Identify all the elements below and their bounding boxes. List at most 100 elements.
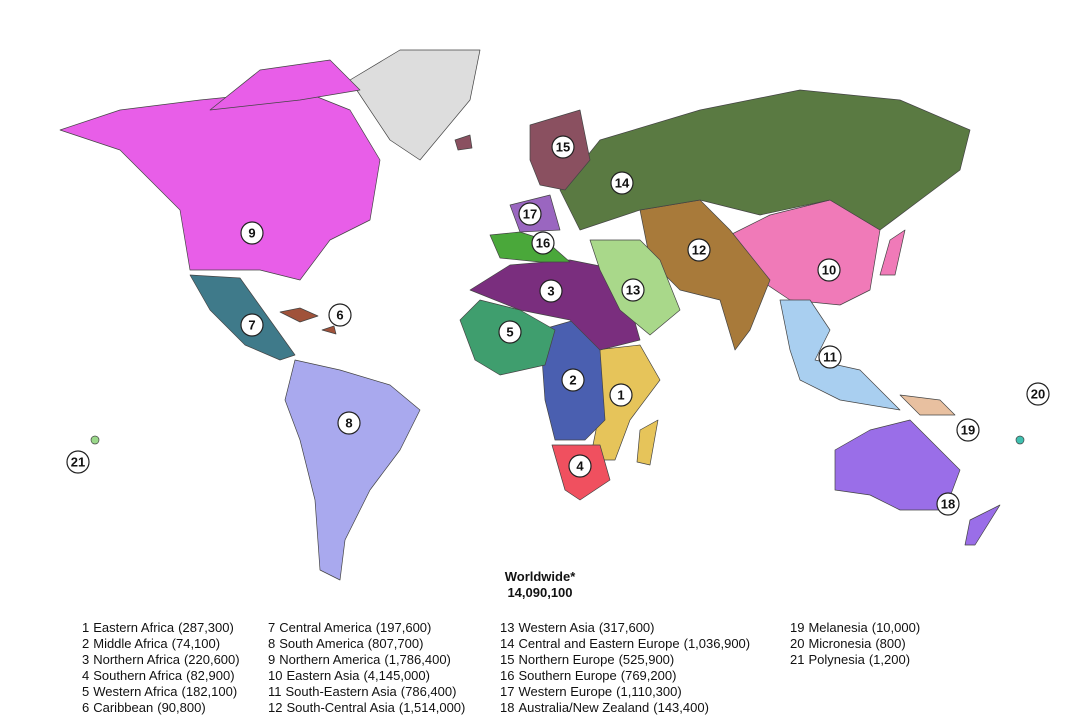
total: 14,090,100 [507,585,572,600]
region-shape [469,259,641,351]
marker [240,313,264,337]
legend-name: Northern Africa [93,652,180,667]
region-shape [779,299,901,411]
legend-count: (182,100) [182,684,238,699]
marker-label: 4 [576,459,584,474]
legend-id: 2 [82,636,89,651]
legend-name: Middle Africa [93,636,168,651]
regions [59,59,1025,581]
legend-name: Melanesia [808,620,868,635]
legend-entry: 15 Northern Europe (525,900) [500,652,674,667]
legend-name: Australia/New Zealand [518,700,649,715]
legend-name: Western Africa [93,684,178,699]
legend-id: 13 [500,620,514,635]
legend-count: (143,400) [653,700,709,715]
marker [66,450,90,474]
legend-count: (317,600) [599,620,655,635]
marker-label: 20 [1031,387,1045,402]
legend-count: (197,600) [376,620,432,635]
marker-label: 15 [556,140,570,155]
legend-id: 3 [82,652,89,667]
legend-count: (1,200) [869,652,910,667]
marker-label: 9 [248,226,255,241]
title: Worldwide* [505,569,576,584]
legend-entry: 5 Western Africa (182,100) [82,684,237,699]
marker-label: 14 [615,176,630,191]
marker-label: 17 [523,207,537,222]
legend-id: 5 [82,684,89,699]
legend-count: (1,110,300) [616,684,682,699]
legend-id: 10 [268,668,282,683]
legend-entry: 13 Western Asia (317,600) [500,620,654,635]
region-shape [964,504,1001,546]
marker [551,135,575,159]
legend-id: 14 [500,636,514,651]
legend-entry: 10 Eastern Asia (4,145,000) [268,668,430,683]
legend-id: 12 [268,700,282,715]
legend-name: Micronesia [808,636,872,651]
marker [610,171,634,195]
legend-count: (807,700) [368,636,424,651]
marker-label: 6 [336,308,343,323]
legend-name: Eastern Africa [93,620,175,635]
marker-label: 10 [822,263,836,278]
region-shape [209,59,361,111]
legend-name: Northern Europe [518,652,614,667]
region-shape [489,231,571,263]
marker [568,454,592,478]
greenland [349,49,481,161]
region-shape [1015,435,1025,445]
legend-id: 9 [268,652,275,667]
region-shape [284,359,421,581]
region-shape [879,229,906,276]
legend-count: (4,145,000) [363,668,430,683]
legend-id: 6 [82,700,89,715]
marker [936,492,960,516]
legend-name: South-Central Asia [286,700,395,715]
legend-id: 20 [790,636,804,651]
legend-entry: 1 Eastern Africa (287,300) [82,620,234,635]
legend-id: 18 [500,700,514,715]
legend-id: 21 [790,652,804,667]
legend-id: 16 [500,668,514,683]
marker-label: 7 [248,318,255,333]
legend-id: 1 [82,620,89,635]
marker [539,279,563,303]
legend-name: Western Asia [518,620,595,635]
marker [561,368,585,392]
marker [687,238,711,262]
region-shape [834,419,961,511]
legend-id: 8 [268,636,275,651]
legend-entry: 17 Western Europe (1,110,300) [500,684,682,699]
region-shape [59,89,381,281]
marker [621,278,645,302]
marker [1026,382,1050,406]
legend-name: Central America [279,620,372,635]
legend-count: (769,200) [621,668,677,683]
region-shape [559,89,971,231]
legend-count: (1,514,000) [399,700,466,715]
legend-count: (786,400) [401,684,457,699]
legend-name: Southern Europe [518,668,616,683]
marker [498,320,522,344]
legend-count: (82,900) [186,668,234,683]
marker [337,411,361,435]
marker-label: 18 [941,497,955,512]
legend-entry: 3 Northern Africa (220,600) [82,652,240,667]
marker-label: 5 [506,325,513,340]
legend-name: Southern Africa [93,668,183,683]
legend-id: 17 [500,684,514,699]
legend-entry: 19 Melanesia (10,000) [790,620,920,635]
legend-name: South America [279,636,364,651]
legend-entry: 16 Southern Europe (769,200) [500,668,676,683]
legend-name: Western Europe [518,684,612,699]
region-shape [321,325,337,335]
region-shape [899,394,956,416]
legend-name: Polynesia [808,652,865,667]
legend-entry: 4 Southern Africa (82,900) [82,668,235,683]
region-shape [279,307,319,323]
marker-label: 3 [547,284,554,299]
legend-entry: 2 Middle Africa (74,100) [82,636,220,651]
legend-name: Northern America [279,652,381,667]
